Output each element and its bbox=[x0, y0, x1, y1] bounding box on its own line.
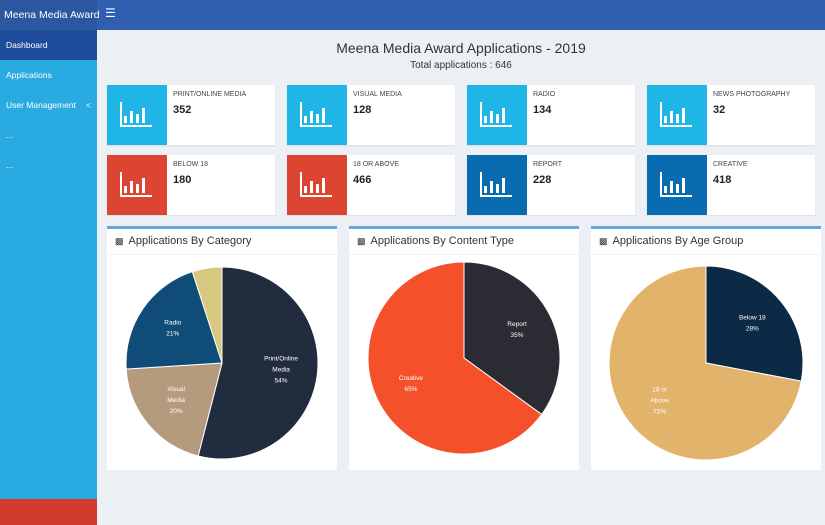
stat-label: CREATIVE bbox=[713, 161, 748, 168]
stat-value: 466 bbox=[353, 174, 372, 186]
category-pie-chart: Print/Online Media 54% Visual Media 20% Radio 2… bbox=[125, 266, 319, 460]
category-chart-panel: ▩ Applications By Category Print/Online Med… bbox=[107, 226, 337, 470]
sidebar-footer bbox=[0, 499, 97, 525]
content-type-pie-chart: Report 35% Creative 65% bbox=[367, 261, 561, 455]
stat-label: BELOW 18 bbox=[173, 161, 209, 168]
hamburger-icon[interactable]: ☰ bbox=[105, 6, 116, 20]
bar-chart-icon: ▩ bbox=[599, 236, 608, 246]
page-subtitle: Total applications : 646 bbox=[410, 60, 512, 71]
stat-value: 134 bbox=[533, 104, 552, 116]
sidebar-item-user-management[interactable]: User Management < bbox=[0, 90, 97, 120]
stat-label: REPORT bbox=[533, 161, 563, 168]
stat-box: PRINT/ONLINE MEDIA 352 bbox=[107, 85, 275, 145]
top-header bbox=[0, 0, 825, 30]
bar-chart-icon: ▩ bbox=[115, 236, 124, 246]
bar-chart-icon bbox=[107, 155, 167, 215]
stat-box: 18 OR ABOVE 466 bbox=[287, 155, 455, 215]
pie-slice[interactable] bbox=[125, 362, 223, 457]
pie-slice-label: Creative 65% bbox=[399, 375, 424, 393]
content-type-chart-panel: ▩ Applications By Content Type Report 35% Cr… bbox=[349, 226, 579, 470]
sidebar-item-label: Dashboard bbox=[6, 40, 48, 50]
pie-slice-label: Below 18 28% bbox=[739, 315, 766, 333]
stat-value: 128 bbox=[353, 104, 372, 116]
bar-chart-icon: ▩ bbox=[357, 236, 366, 246]
bar-chart-icon bbox=[287, 85, 347, 145]
sidebar-item-label: Applications bbox=[6, 70, 52, 80]
bar-chart-icon bbox=[647, 85, 707, 145]
age-group-pie-chart: Below 18 28% 18 or Above 72% bbox=[608, 265, 804, 461]
stat-box: NEWS PHOTOGRAPHY 32 bbox=[647, 85, 815, 145]
sidebar: Dashboard Applications User Management < … bbox=[0, 30, 97, 525]
stat-box: BELOW 18 180 bbox=[107, 155, 275, 215]
stat-box: VISUAL MEDIA 128 bbox=[287, 85, 455, 145]
bar-chart-icon bbox=[107, 85, 167, 145]
bar-chart-icon bbox=[287, 155, 347, 215]
stat-value: 32 bbox=[713, 104, 726, 116]
panel-title: Applications By Content Type bbox=[370, 235, 515, 247]
pie-slice-label: Report 35% bbox=[507, 321, 527, 339]
stat-box: REPORT 228 bbox=[467, 155, 635, 215]
stat-value: 228 bbox=[533, 174, 552, 186]
sidebar-item-dashboard[interactable]: Dashboard bbox=[0, 30, 97, 60]
pie-slice-label: Print/Online Media 54% bbox=[264, 355, 298, 384]
pie-slice[interactable] bbox=[367, 261, 543, 455]
pie-slice-label: Radio 21% bbox=[164, 320, 181, 338]
sidebar-item-label: ... bbox=[6, 130, 14, 140]
bar-chart-icon bbox=[467, 155, 527, 215]
stat-label: 18 OR ABOVE bbox=[353, 161, 399, 168]
bar-chart-icon bbox=[647, 155, 707, 215]
stat-label: PRINT/ONLINE MEDIA bbox=[173, 91, 247, 98]
age-group-chart-panel: ▩ Applications By Age Group Below 18 28% 18 … bbox=[591, 226, 821, 470]
stat-label: RADIO bbox=[533, 91, 556, 98]
panel-title: Applications By Age Group bbox=[612, 235, 744, 247]
pie-slice[interactable] bbox=[608, 265, 802, 461]
pie-slice[interactable] bbox=[463, 261, 561, 416]
bar-chart-icon bbox=[467, 85, 527, 145]
sidebar-item-applications[interactable]: Applications bbox=[0, 60, 97, 90]
stat-value: 180 bbox=[173, 174, 192, 186]
page-title: Meena Media Award Applications - 2019 bbox=[336, 40, 586, 56]
app-logo[interactable]: Meena Media Award bbox=[0, 0, 100, 30]
sidebar-item[interactable]: ... bbox=[0, 150, 97, 180]
sidebar-item-label: User Management bbox=[6, 100, 76, 110]
stat-value: 352 bbox=[173, 104, 192, 116]
pie-slice[interactable] bbox=[705, 265, 804, 382]
pie-slice[interactable] bbox=[125, 271, 223, 370]
pie-slice-label: Visual Media 20% bbox=[167, 386, 185, 415]
sidebar-item-label: ... bbox=[6, 160, 14, 170]
stat-value: 418 bbox=[713, 174, 732, 186]
stat-box: RADIO 134 bbox=[467, 85, 635, 145]
pie-slice-label: 18 or Above 72% bbox=[650, 386, 669, 415]
pie-slice[interactable] bbox=[197, 266, 319, 460]
panel-title: Applications By Category bbox=[128, 235, 252, 247]
stat-box: CREATIVE 418 bbox=[647, 155, 815, 215]
stat-label: VISUAL MEDIA bbox=[353, 91, 402, 98]
pie-slice[interactable] bbox=[191, 266, 223, 364]
stat-label: NEWS PHOTOGRAPHY bbox=[713, 91, 791, 98]
chevron-left-icon: < bbox=[86, 100, 91, 110]
sidebar-item[interactable]: ... bbox=[0, 120, 97, 150]
